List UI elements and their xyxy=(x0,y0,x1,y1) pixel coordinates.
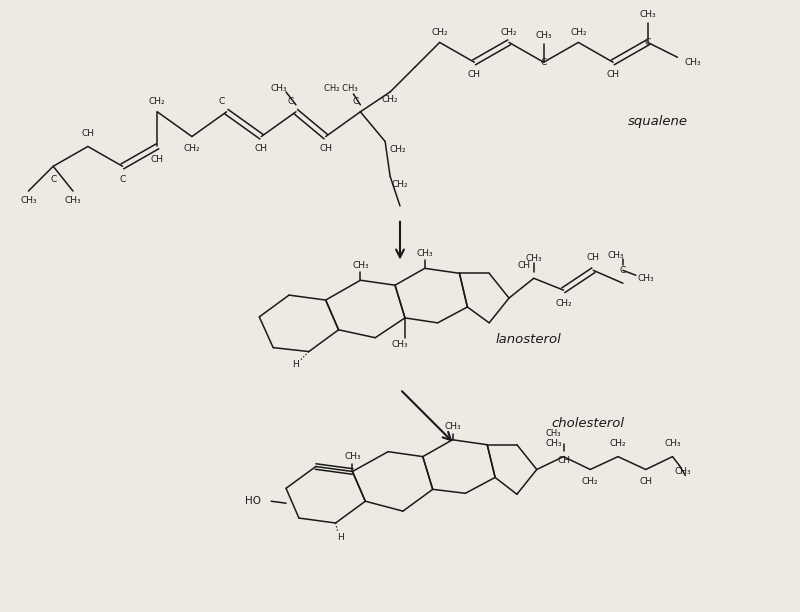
Text: C: C xyxy=(119,174,126,184)
Text: CH₂: CH₂ xyxy=(390,145,406,154)
Text: CH₃: CH₃ xyxy=(535,31,552,40)
Text: CH: CH xyxy=(150,155,164,164)
Text: CH₃: CH₃ xyxy=(608,251,624,260)
Text: CH₃: CH₃ xyxy=(20,196,37,206)
Text: CH: CH xyxy=(557,456,570,465)
Text: CH: CH xyxy=(518,261,530,270)
Text: CH₃: CH₃ xyxy=(638,274,654,283)
Text: CH₂: CH₂ xyxy=(570,28,586,37)
Text: C: C xyxy=(541,58,547,67)
Text: CH₃: CH₃ xyxy=(65,196,82,206)
Text: CH₃: CH₃ xyxy=(546,439,562,448)
Text: CH₃: CH₃ xyxy=(444,422,461,431)
Text: CH₃: CH₃ xyxy=(546,430,562,438)
Text: CH: CH xyxy=(639,477,652,486)
Text: CH₃: CH₃ xyxy=(352,261,369,270)
Text: H: H xyxy=(293,360,299,369)
Text: C: C xyxy=(620,266,626,275)
Text: CH₃: CH₃ xyxy=(664,439,681,448)
Text: C: C xyxy=(288,97,294,106)
Text: C: C xyxy=(50,174,56,184)
Text: CH₂: CH₂ xyxy=(431,28,448,37)
Text: CH₃: CH₃ xyxy=(639,10,656,19)
Text: CH₂: CH₂ xyxy=(392,179,408,188)
Text: squalene: squalene xyxy=(628,115,688,128)
Text: CH₃: CH₃ xyxy=(344,452,361,461)
Text: H: H xyxy=(337,534,344,542)
Text: CH₃: CH₃ xyxy=(270,84,287,94)
Text: C: C xyxy=(218,97,225,106)
Text: C: C xyxy=(645,38,651,47)
Text: CH₂: CH₂ xyxy=(183,144,200,153)
Text: CH₃: CH₃ xyxy=(526,254,542,263)
Text: CH₃: CH₃ xyxy=(392,340,408,349)
Text: CH₂: CH₂ xyxy=(555,299,572,307)
Text: CH: CH xyxy=(468,70,481,78)
Text: C: C xyxy=(352,97,358,106)
Text: CH: CH xyxy=(606,70,619,78)
Text: lanosterol: lanosterol xyxy=(496,333,562,346)
Text: HO: HO xyxy=(246,496,262,506)
Text: CH₂: CH₂ xyxy=(610,439,626,448)
Text: CH₂: CH₂ xyxy=(382,95,398,105)
Text: CH₃: CH₃ xyxy=(684,58,701,67)
Text: CH: CH xyxy=(254,144,268,153)
Text: cholesterol: cholesterol xyxy=(552,417,625,430)
Text: CH₃: CH₃ xyxy=(417,249,433,258)
Text: CH: CH xyxy=(586,253,600,262)
Text: CH₂: CH₂ xyxy=(501,28,518,37)
Text: CH₂ CH₃: CH₂ CH₃ xyxy=(324,84,358,94)
Text: CH: CH xyxy=(82,129,94,138)
Text: CH₂: CH₂ xyxy=(582,477,598,486)
Text: CH: CH xyxy=(319,144,332,153)
Text: CH₃: CH₃ xyxy=(674,467,690,476)
Text: CH₂: CH₂ xyxy=(149,97,166,106)
